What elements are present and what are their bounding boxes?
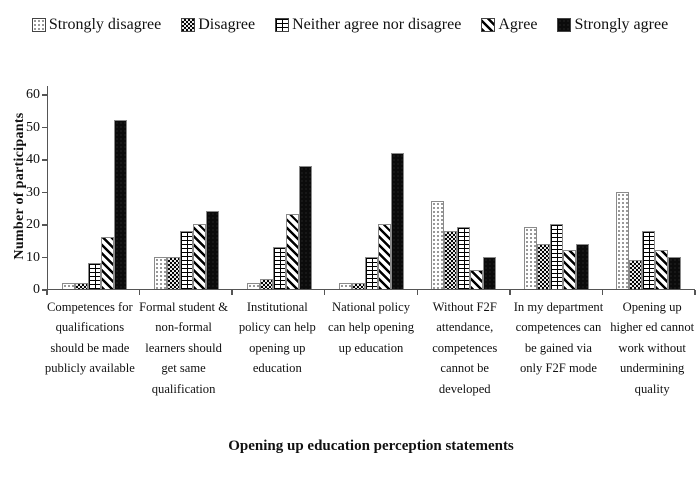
bar (338, 282, 352, 289)
category-label: Without F2F attendance, competences cann… (432, 300, 498, 396)
bar (536, 243, 550, 289)
x-axis-title: Opening up education perception statemen… (228, 438, 514, 454)
bar-group (48, 120, 140, 289)
bar (180, 230, 194, 289)
bar (206, 211, 220, 289)
y-tick-mark (42, 126, 47, 129)
bar (549, 224, 563, 289)
x-tick-mark (601, 290, 604, 295)
bar-group (603, 191, 695, 289)
legend-item: Agree (481, 16, 537, 34)
bar (74, 282, 88, 289)
y-tick-label: 0 (33, 282, 40, 297)
chart-legend: Strongly disagree Disagree Neither agree n… (0, 16, 700, 34)
y-tick-label: 50 (26, 119, 40, 135)
plot-area (47, 86, 695, 290)
bar (61, 282, 75, 289)
category-label: Competences for qualifications should be… (44, 300, 135, 376)
y-tick-mark (42, 94, 47, 96)
bar (167, 256, 181, 289)
bar-group (233, 165, 325, 289)
bar (575, 243, 589, 289)
legend-label: Neither agree nor disagree (292, 16, 462, 33)
bar (444, 230, 458, 289)
bar (285, 214, 299, 289)
y-tick-label: 30 (26, 184, 40, 200)
bar (259, 279, 273, 289)
legend-item: Disagree (181, 16, 255, 34)
bar-groups (48, 86, 695, 289)
y-tick-label: 10 (26, 249, 40, 265)
x-tick-mark (509, 290, 511, 295)
legend-item: Strongly agree (557, 16, 668, 34)
legend-swatch-icon (481, 18, 496, 32)
x-tick-mark (231, 290, 233, 295)
x-tick-mark (323, 290, 326, 295)
y-tick-mark (42, 191, 47, 194)
category-label: National policy can help opening up educ… (328, 300, 415, 355)
bar (642, 230, 656, 289)
legend-label: Disagree (198, 16, 256, 33)
bar (298, 165, 312, 289)
bar (629, 259, 643, 289)
bar (113, 120, 127, 289)
bar (364, 256, 378, 289)
bar-group (140, 211, 232, 289)
y-tick-mark (42, 224, 47, 226)
legend-label: Agree (498, 16, 538, 33)
bar-group (325, 152, 417, 289)
bar (483, 256, 497, 289)
bar (668, 256, 682, 289)
bar (523, 227, 537, 289)
legend-item: Strongly disagree (31, 16, 162, 34)
bar-group (510, 224, 602, 289)
bar (246, 282, 260, 289)
category-label: Opening up higher ed cannot work without… (610, 300, 695, 396)
y-tick-label: 40 (26, 152, 40, 167)
category-label: Institutional policy can help opening up… (238, 300, 316, 376)
x-tick-mark (694, 290, 696, 295)
x-tick-mark (416, 290, 419, 295)
bar (457, 227, 471, 289)
x-tick-mark (138, 290, 141, 295)
bar (655, 250, 669, 289)
y-tick-mark (42, 289, 47, 291)
x-tick-mark (46, 290, 48, 295)
y-tick-mark (42, 159, 47, 161)
legend-label: Strongly disagree (48, 16, 162, 33)
legend-label: Strongly agree (574, 16, 669, 33)
category-label: Formal student & non-formal learners sho… (139, 300, 228, 396)
legend-swatch-icon (181, 18, 196, 32)
legend-swatch-icon (31, 18, 46, 32)
bar (87, 263, 101, 289)
bar (193, 224, 207, 289)
y-tick-mark (42, 256, 47, 259)
bar (272, 246, 286, 289)
legend-swatch-icon (275, 18, 290, 32)
category-labels: Competences for qualifications should be… (43, 297, 699, 399)
bar (470, 269, 484, 289)
bar (154, 256, 168, 289)
y-tick-label: 60 (26, 87, 40, 102)
bar (562, 250, 576, 289)
y-tick-label: 20 (26, 217, 40, 232)
legend-item: Neither agree nor disagree (275, 16, 461, 34)
bar (616, 191, 630, 289)
legend-swatch-icon (557, 18, 572, 32)
bar (377, 224, 391, 289)
bar-group (418, 201, 510, 289)
bar (100, 237, 114, 289)
bar (390, 152, 404, 289)
bar (351, 282, 365, 289)
bar (431, 201, 445, 289)
category-label: In my department competences can be gain… (513, 300, 604, 376)
